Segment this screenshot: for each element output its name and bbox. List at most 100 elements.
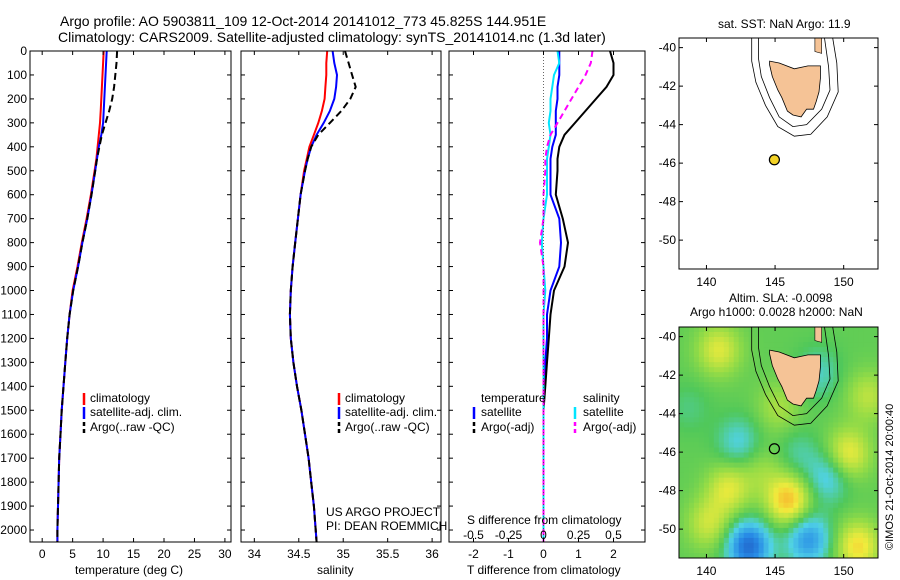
sla-cell — [723, 442, 730, 449]
sla-cell — [798, 542, 804, 549]
sla-cell — [679, 387, 685, 393]
sla-cell — [708, 548, 715, 554]
sla-cell — [793, 548, 799, 554]
sla-cell — [753, 437, 760, 444]
sla-cell — [728, 432, 735, 439]
sla-cell — [848, 437, 854, 444]
sla-cell — [858, 337, 864, 343]
sla-cell — [843, 437, 849, 444]
sla-cell — [873, 342, 878, 348]
sla-cell — [763, 537, 770, 544]
sla-cell — [753, 387, 760, 393]
sla-cell — [788, 522, 795, 529]
sla-cell — [733, 332, 740, 338]
sla-cell — [813, 432, 819, 439]
sla-cell — [763, 392, 770, 398]
sla-cell — [848, 477, 854, 484]
sla-cell — [743, 372, 750, 378]
sla-cell — [823, 377, 829, 383]
sla-cell — [768, 407, 775, 413]
sla-cell — [748, 467, 755, 474]
sla-cell — [778, 502, 785, 509]
sla-cell — [783, 502, 790, 509]
sla-cell — [703, 422, 710, 428]
sla-cell — [753, 487, 760, 494]
sla-cell — [823, 407, 829, 413]
sla-cell — [738, 437, 745, 444]
sla-cell — [679, 432, 685, 439]
sla-cell — [723, 402, 730, 408]
sla-cell — [788, 402, 795, 408]
sla-cell — [743, 532, 750, 539]
sla-cell — [679, 512, 685, 519]
depth-tick-label: 800 — [7, 236, 27, 250]
sla-cell — [803, 492, 809, 499]
sla-cell — [743, 507, 750, 514]
sla-cell — [833, 332, 839, 338]
sla-cell — [748, 472, 755, 479]
sla-cell — [828, 442, 834, 449]
sla-cell — [728, 477, 735, 484]
sla-cell — [689, 548, 695, 554]
sla-cell — [808, 347, 814, 353]
sla-cell — [763, 507, 770, 514]
xtick-label-temperature: 10 — [96, 547, 110, 561]
sla-cell — [848, 452, 854, 459]
sla-cell — [758, 512, 765, 519]
tasmania-land — [769, 60, 821, 118]
sla-cell — [848, 382, 854, 388]
map-ytick-label: -50 — [659, 233, 677, 247]
sla-cell — [689, 367, 695, 373]
sla-cell — [768, 502, 775, 509]
sla-cell — [738, 357, 745, 363]
depth-tick-label: 1000 — [0, 284, 27, 298]
sla-cell — [838, 527, 844, 534]
sla-cell — [783, 542, 790, 549]
sla-cell — [823, 517, 829, 524]
sla-cell — [838, 532, 844, 539]
sla-cell — [873, 357, 878, 363]
sla-cell — [843, 387, 849, 393]
sla-cell — [788, 477, 795, 484]
sla-cell — [818, 537, 824, 544]
sla-cell — [723, 392, 730, 398]
sla-cell — [798, 497, 804, 504]
sla-cell — [693, 527, 700, 534]
sla-cell — [763, 402, 770, 408]
sla-cell — [873, 482, 878, 489]
sla-cell — [738, 382, 745, 388]
sla-cell — [738, 492, 745, 499]
sla-cell — [823, 372, 829, 378]
sla-cell — [733, 432, 740, 439]
sla-cell — [818, 437, 824, 444]
sla-cell — [843, 332, 849, 338]
sla-cell — [773, 417, 780, 423]
sla-cell — [693, 507, 700, 514]
sla-cell — [748, 377, 755, 383]
sla-cell — [733, 482, 740, 489]
sla-cell — [753, 392, 760, 398]
sla-cell — [743, 487, 750, 494]
sla-cell — [793, 532, 799, 539]
sla-cell — [689, 477, 695, 484]
legend2-argo: Argo(..raw -QC) — [345, 420, 430, 434]
sla-cell — [858, 402, 864, 408]
sla-cell — [818, 402, 824, 408]
sla-cell — [689, 497, 695, 504]
sla-cell — [773, 382, 780, 388]
sla-cell — [813, 457, 819, 464]
sla-cell — [803, 397, 809, 403]
sla-cell — [733, 497, 740, 504]
sla-cell — [753, 427, 760, 433]
sla-cell — [848, 387, 854, 393]
sla-cell — [689, 332, 695, 338]
sla-cell — [868, 507, 874, 514]
sla-cell — [863, 497, 869, 504]
sla-cell — [713, 437, 720, 444]
sla-cell — [698, 342, 705, 348]
sla-cell — [698, 437, 705, 444]
sla-cell — [723, 487, 730, 494]
sla-cell — [828, 457, 834, 464]
sla-cell — [868, 412, 874, 418]
